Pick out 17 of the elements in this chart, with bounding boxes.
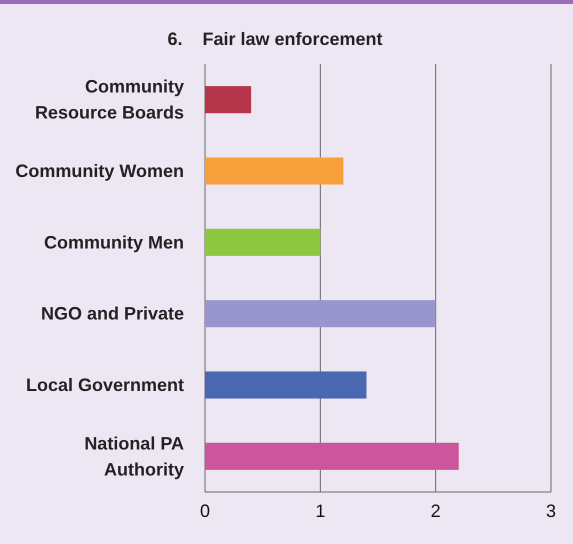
x-tick-label: 0 (200, 500, 210, 521)
y-tick-label: Community Women (15, 161, 184, 181)
x-tick-label: 3 (546, 500, 556, 521)
x-tick-label: 2 (430, 500, 441, 521)
bar (205, 442, 459, 470)
y-tick-label: NGO and Private (40, 304, 184, 324)
x-tick-label: 1 (315, 500, 326, 521)
bar (205, 228, 320, 256)
y-tick-label: Local Government (26, 375, 184, 395)
bar (205, 300, 436, 328)
bar (205, 157, 344, 185)
y-tick-label: Community Resource Boards (34, 76, 184, 123)
bar (205, 86, 252, 114)
y-tick-label: National PA Authority (84, 433, 184, 480)
bar (205, 371, 366, 399)
y-tick-label: Community Men (44, 232, 184, 252)
chart-title: 6. Fair law enforcement (167, 29, 383, 49)
